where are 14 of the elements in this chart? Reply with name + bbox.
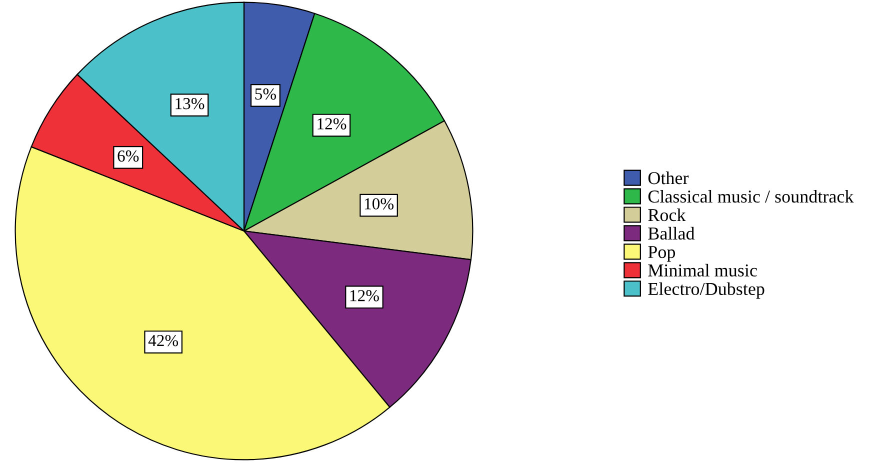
data-label: 6% <box>118 150 139 162</box>
legend-label: Pop <box>648 246 676 262</box>
legend-label: Electro/Dubstep <box>648 282 764 299</box>
data-label: 12% <box>318 118 346 130</box>
legend-label: Minimal music <box>648 264 757 277</box>
data-label: 12% <box>350 290 379 302</box>
legend-label: Other <box>648 172 689 184</box>
legend-label: Ballad <box>648 226 695 240</box>
data-label: 13% <box>176 98 204 110</box>
data-label: 5% <box>255 88 276 100</box>
data-label: 10% <box>364 198 394 210</box>
legend-label: Rock <box>648 208 686 222</box>
legend-label: Classical music / soundtrack <box>648 190 854 203</box>
data-label: 42% <box>148 334 178 346</box>
